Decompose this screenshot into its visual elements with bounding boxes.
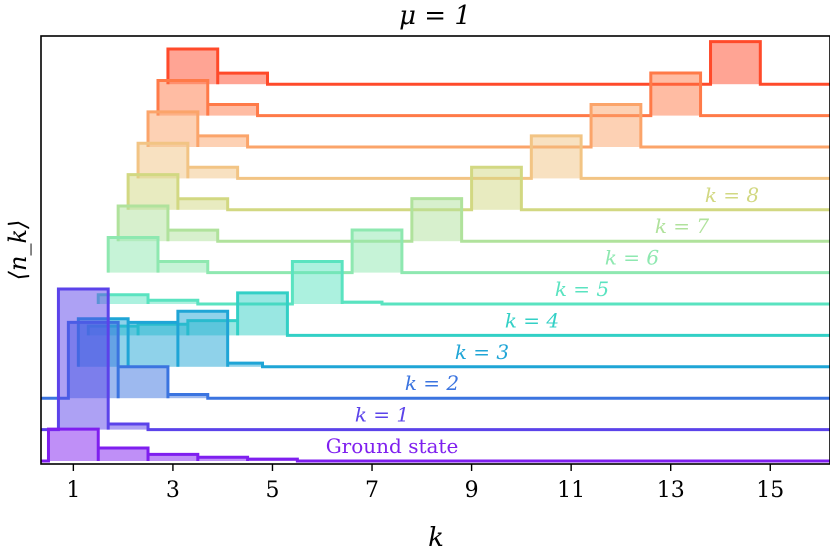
series-0: Ground state <box>41 427 830 463</box>
series-11-line <box>156 71 830 118</box>
series-11-bar-0 <box>157 80 208 116</box>
series-3: k = 3 <box>76 309 830 369</box>
chart-title: μ = 1 <box>399 1 471 31</box>
series-5: k = 5 <box>96 259 830 306</box>
series-8-bar-0 <box>128 174 178 210</box>
series-9-line <box>136 134 830 180</box>
series-9 <box>136 134 830 180</box>
series-2-label: k = 2 <box>405 371 459 395</box>
series-12 <box>166 40 830 86</box>
series-4-bar-3 <box>237 292 288 336</box>
series-1-bar-0 <box>58 289 109 430</box>
series-8: k = 8 <box>126 165 830 212</box>
series-10 <box>146 102 830 149</box>
series-5-bar-2 <box>292 261 343 304</box>
series-10-bar-1 <box>197 135 248 147</box>
series-0-label: Ground state <box>326 434 459 458</box>
series-7-label: k = 7 <box>655 214 710 238</box>
series-1-bar-1 <box>108 424 149 430</box>
series-9-bar-0 <box>138 143 188 179</box>
series-0-line <box>41 427 830 463</box>
series-12-bar-1 <box>217 73 268 85</box>
series-11-bar-2 <box>650 73 701 116</box>
series-12-line <box>166 40 830 86</box>
series-5-bar-1 <box>148 300 198 304</box>
series-5-bar-0 <box>98 294 149 304</box>
x-tick-label-7: 15 <box>756 478 784 503</box>
x-axis-label: k <box>428 523 444 553</box>
series-7: k = 7 <box>116 197 830 243</box>
series-3-label: k = 3 <box>455 340 509 364</box>
series-11-bar-1 <box>207 104 258 116</box>
series-8-label: k = 8 <box>705 183 759 207</box>
series-6-bar-0 <box>108 237 158 273</box>
series-3-bar-1 <box>128 322 178 367</box>
series-3-bar-2 <box>177 311 228 367</box>
series-5-label: k = 5 <box>555 277 609 301</box>
series-10-line <box>146 102 830 149</box>
series-6-line <box>106 228 830 275</box>
series-4-label: k = 4 <box>505 308 559 332</box>
series-0-bar-3 <box>197 457 248 461</box>
x-tick-label-2: 5 <box>265 478 279 503</box>
series-12-bar-0 <box>167 49 218 85</box>
x-tick-label-6: 13 <box>657 478 685 503</box>
series-9-bar-1 <box>187 167 238 179</box>
series-12-bar-2 <box>710 41 761 85</box>
x-tick-label-4: 9 <box>465 478 479 503</box>
series-7-bar-2 <box>411 198 462 242</box>
series-7-bar-0 <box>118 206 168 242</box>
series-6-label: k = 6 <box>605 246 660 270</box>
series-8-line <box>126 165 830 212</box>
x-axis: 1 3 5 7 9 11 13 15 <box>66 464 784 503</box>
series-2-bar-1 <box>118 366 168 399</box>
series-3-line <box>76 309 830 369</box>
x-tick-label-0: 1 <box>66 478 80 503</box>
series-7-line <box>116 197 830 243</box>
series-1-line <box>41 287 830 432</box>
y-axis-label: ⟨n_k⟩ <box>4 220 32 281</box>
series-6-bar-1 <box>157 261 208 273</box>
series-7-bar-1 <box>167 230 218 242</box>
series-1-label: k = 1 <box>355 403 409 427</box>
x-tick-label-5: 11 <box>557 478 585 503</box>
series-6: k = 6 <box>106 228 830 275</box>
series-8-bar-1 <box>177 198 228 210</box>
series-0-bar-0 <box>48 429 99 461</box>
series-11 <box>156 71 830 118</box>
series-1: k = 1 <box>41 287 830 432</box>
series-0-bar-2 <box>148 454 198 461</box>
plot-area: k = 8 k = 7 k = 6 k = 5 k = 4 k = 3 k = 2 k = 1… <box>41 40 830 463</box>
series-10-bar-0 <box>148 111 198 147</box>
series-0-bar-1 <box>98 448 149 461</box>
x-tick-label-3: 7 <box>365 478 379 503</box>
x-tick-label-1: 3 <box>166 478 180 503</box>
series-5-line <box>96 259 830 306</box>
series-8-bar-2 <box>471 167 522 210</box>
series-3-bar-3 <box>227 363 263 367</box>
series-2-bar-2 <box>167 394 208 399</box>
plot-frame <box>40 35 830 465</box>
series-10-bar-2 <box>591 104 641 147</box>
series-9-bar-2 <box>531 135 582 179</box>
series-6-bar-2 <box>352 230 402 273</box>
